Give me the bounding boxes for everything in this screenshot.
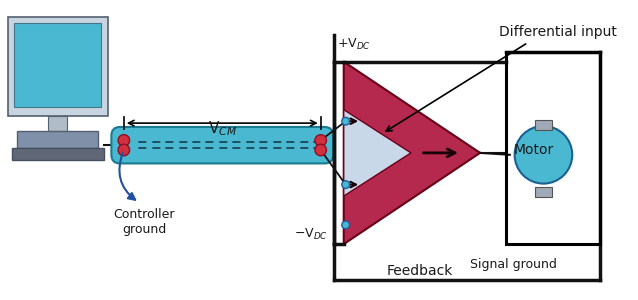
Text: +V$_{DC}$: +V$_{DC}$: [337, 37, 371, 52]
Circle shape: [342, 221, 350, 229]
Text: Controller
ground: Controller ground: [114, 208, 175, 236]
Ellipse shape: [515, 126, 572, 184]
Circle shape: [342, 181, 350, 188]
Text: Feedback: Feedback: [387, 264, 454, 278]
Text: Signal ground: Signal ground: [470, 259, 558, 272]
FancyBboxPatch shape: [112, 127, 333, 164]
Text: −V$_{DC}$: −V$_{DC}$: [294, 227, 328, 242]
Text: Differential input: Differential input: [500, 25, 617, 39]
FancyBboxPatch shape: [48, 116, 67, 131]
Circle shape: [342, 117, 350, 125]
Text: V$_{CM}$: V$_{CM}$: [208, 119, 237, 138]
Polygon shape: [344, 110, 411, 196]
Circle shape: [315, 144, 327, 156]
Polygon shape: [344, 62, 480, 244]
Circle shape: [315, 135, 327, 146]
FancyBboxPatch shape: [17, 131, 98, 148]
FancyBboxPatch shape: [535, 188, 552, 197]
FancyBboxPatch shape: [11, 148, 104, 160]
Circle shape: [118, 144, 130, 156]
Circle shape: [118, 135, 130, 146]
Text: Motor: Motor: [514, 143, 554, 157]
FancyBboxPatch shape: [15, 23, 101, 107]
FancyBboxPatch shape: [8, 17, 108, 116]
FancyBboxPatch shape: [535, 120, 552, 130]
